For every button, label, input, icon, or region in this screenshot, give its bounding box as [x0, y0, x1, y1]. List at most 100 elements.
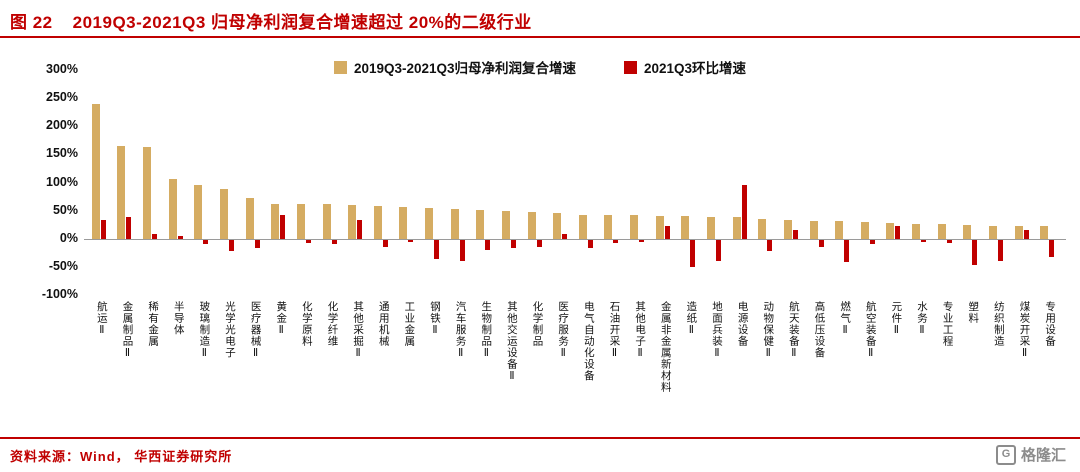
- legend-swatch: [333, 60, 347, 74]
- qoq-bar: [460, 239, 465, 262]
- category-label: 汽车服务Ⅱ: [454, 301, 467, 360]
- category-label: 航天装备Ⅱ: [787, 301, 800, 360]
- qoq-bar: [562, 234, 567, 239]
- qoq-bar: [844, 239, 849, 263]
- category-label: 纺织制造: [992, 301, 1005, 347]
- qoq-bar: [690, 239, 695, 267]
- cagr-bar: [861, 221, 869, 239]
- category-label: 化学制品: [531, 301, 544, 347]
- figure-header: 图 22 2019Q3-2021Q3 归母净利润复合增速超过 20%的二级行业: [10, 8, 532, 33]
- y-tick-label: -100%: [41, 287, 78, 301]
- cagr-bar: [989, 225, 997, 239]
- cagr-bar: [963, 224, 971, 239]
- y-axis: 300% 250% 200% 150% 100% 50% 0% -50% -100%: [0, 0, 80, 472]
- qoq-bar: [793, 230, 798, 239]
- qoq-bar: [742, 185, 747, 239]
- qoq-bar: [998, 239, 1003, 262]
- qoq-bar: [306, 239, 311, 243]
- y-tick-label: 250%: [46, 90, 78, 105]
- cagr-bar: [476, 209, 484, 239]
- cagr-bar: [707, 217, 715, 239]
- cagr-bar: [835, 221, 843, 239]
- qoq-bar: [716, 239, 721, 262]
- qoq-bar: [255, 239, 260, 249]
- y-tick-label: 50%: [52, 202, 78, 217]
- cagr-bar: [194, 185, 202, 239]
- plot-area: [84, 70, 1066, 295]
- qoq-bar: [178, 235, 183, 239]
- figure-title: 2019Q3-2021Q3 归母净利润复合增速超过 20%的二级行业: [72, 13, 532, 32]
- brand-logo-text: 格隆汇: [1020, 447, 1066, 464]
- category-label: 医疗服务Ⅱ: [557, 301, 570, 360]
- legend-label: 2021Q3环比增速: [644, 61, 747, 76]
- category-label: 化学原料: [300, 301, 313, 347]
- cagr-bar: [220, 189, 228, 239]
- qoq-bar: [229, 239, 234, 251]
- footer-divider: [0, 437, 1080, 439]
- cagr-bar: [681, 216, 689, 239]
- legend-item: 2021Q3环比增速: [624, 57, 746, 77]
- cagr-bar: [271, 203, 279, 239]
- category-label: 燃气Ⅱ: [839, 301, 852, 337]
- qoq-bar: [1024, 230, 1029, 239]
- brand-logo-icon: G: [995, 444, 1016, 465]
- cagr-bar: [246, 197, 254, 239]
- category-label: 玻璃制造Ⅱ: [198, 301, 211, 360]
- qoq-bar: [972, 239, 977, 266]
- qoq-bar: [588, 239, 593, 249]
- cagr-bar: [733, 217, 741, 239]
- cagr-bar: [425, 207, 433, 239]
- cagr-bar: [630, 215, 638, 239]
- qoq-bar: [665, 226, 670, 239]
- category-label: 其他电子Ⅱ: [634, 301, 647, 360]
- category-label: 医疗器械Ⅱ: [249, 301, 262, 360]
- cagr-bar: [938, 224, 946, 239]
- qoq-bar: [434, 239, 439, 260]
- legend-item: 2019Q3-2021Q3归母净利润复合增速: [333, 57, 577, 77]
- category-label: 金属制品Ⅱ: [121, 301, 134, 360]
- qoq-bar: [947, 239, 952, 243]
- x-axis-labels: 航运Ⅱ 金属制品Ⅱ 稀有金属 半导体 玻璃制造Ⅱ 光学光电子 医疗器械Ⅱ 黄金Ⅱ 化学原料 化学纤…: [0, 301, 1080, 431]
- cagr-bar: [886, 223, 894, 239]
- y-tick-label: 200%: [46, 118, 78, 133]
- y-tick-label: 300%: [46, 62, 78, 76]
- cagr-bar: [579, 214, 587, 239]
- category-label: 地面兵装Ⅱ: [710, 301, 723, 360]
- cagr-bar: [1015, 226, 1023, 239]
- category-label: 专用设备: [1044, 301, 1057, 347]
- cagr-bar: [1040, 226, 1048, 239]
- category-label: 电源设备: [736, 301, 749, 347]
- legend-swatch: [624, 60, 638, 74]
- figure-number: 图 22: [10, 13, 53, 32]
- category-label: 塑料: [967, 301, 980, 324]
- qoq-bar: [613, 239, 618, 243]
- cagr-bar: [92, 103, 100, 239]
- qoq-bar: [203, 239, 208, 245]
- category-label: 水务Ⅱ: [916, 301, 929, 337]
- cagr-bar: [399, 206, 407, 239]
- qoq-bar: [537, 239, 542, 247]
- cagr-bar: [143, 147, 151, 239]
- category-label: 通用机械: [377, 301, 390, 347]
- qoq-bar: [1049, 239, 1054, 257]
- category-label: 其他采掘Ⅱ: [352, 301, 365, 360]
- category-label: 高低压设备: [813, 301, 826, 359]
- qoq-bar: [767, 239, 772, 251]
- chart-legend: 2019Q3-2021Q3归母净利润复合增速 2021Q3环比增速: [0, 57, 1080, 77]
- y-tick-label: 150%: [46, 146, 78, 161]
- qoq-bar: [280, 215, 285, 239]
- qoq-bar: [511, 239, 516, 249]
- cagr-bar: [451, 208, 459, 239]
- qoq-bar: [819, 239, 824, 247]
- qoq-bar: [357, 220, 362, 239]
- category-label: 稀有金属: [147, 301, 160, 347]
- qoq-bar: [152, 234, 157, 239]
- category-label: 黄金Ⅱ: [275, 301, 288, 337]
- category-label: 钢铁Ⅱ: [429, 301, 442, 337]
- cagr-bar: [656, 215, 664, 239]
- legend-label: 2019Q3-2021Q3归母净利润复合增速: [353, 61, 577, 76]
- category-label: 动物保健Ⅱ: [762, 301, 775, 360]
- qoq-bar: [332, 239, 337, 245]
- y-tick-label: -50%: [48, 258, 78, 273]
